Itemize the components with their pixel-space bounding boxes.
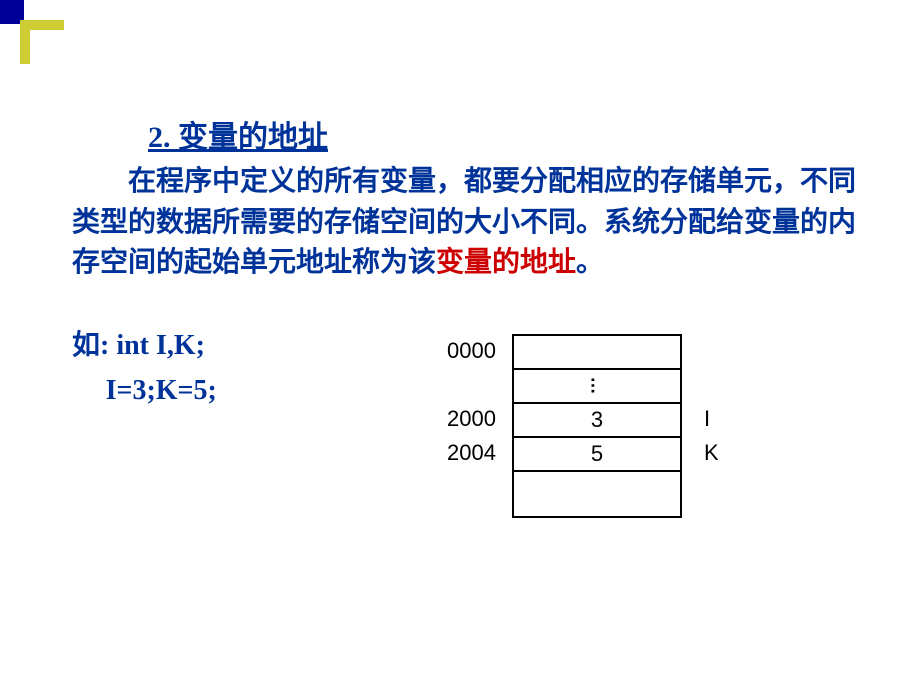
- mem-var: K: [682, 440, 742, 466]
- mem-cell-ellipsis: …: [512, 368, 682, 402]
- mem-var: I: [682, 406, 742, 432]
- paragraph-part2: 。: [576, 247, 604, 278]
- mem-cell: [512, 334, 682, 368]
- corner-accent: [0, 0, 64, 64]
- example-line1: 如: int I,K;: [72, 324, 217, 369]
- paragraph-red: 变量的地址: [436, 247, 576, 278]
- mem-row: 2004 5 K: [430, 436, 742, 470]
- mem-addr: 2000: [430, 406, 512, 432]
- mem-row: …: [430, 368, 742, 402]
- mem-row: 0000: [430, 334, 742, 368]
- memory-diagram: 0000 … 2000 3 I 2004 5 K: [430, 334, 742, 518]
- example-line2: I=3;K=5;: [106, 369, 217, 414]
- mem-cell: 3: [512, 402, 682, 436]
- section-heading: 2. 变量的地址: [148, 112, 328, 156]
- mem-cell: 5: [512, 436, 682, 470]
- mem-cell: [512, 470, 682, 518]
- ellipsis-icon: …: [587, 376, 608, 396]
- code-example: 如: int I,K; I=3;K=5;: [72, 324, 217, 414]
- mem-row: 2000 3 I: [430, 402, 742, 436]
- mem-addr: 0000: [430, 338, 512, 364]
- mem-addr: 2004: [430, 440, 512, 466]
- accent-bar-v: [20, 20, 30, 64]
- mem-row: [430, 470, 742, 518]
- paragraph: 在程序中定义的所有变量，都要分配相应的存储单元，不同类型的数据所需要的存储空间的…: [72, 162, 877, 284]
